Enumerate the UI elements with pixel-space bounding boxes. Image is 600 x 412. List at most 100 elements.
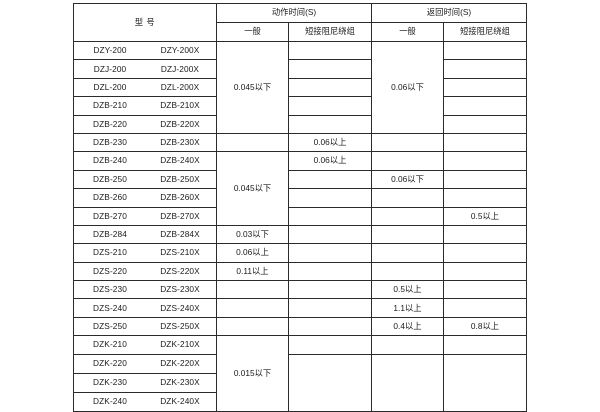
model-code-primary: DZK-240 bbox=[93, 396, 127, 407]
model-cell: DZY-200 DZY-200X bbox=[73, 40, 217, 61]
action-damped-cell bbox=[288, 298, 372, 318]
model-cell: DZS-240 DZS-240X bbox=[73, 298, 217, 318]
return-damped-cell bbox=[443, 298, 527, 318]
return-general-cell bbox=[371, 151, 444, 171]
return-general-cell: 1.1以上 bbox=[371, 298, 444, 318]
action-damped-cell: 0.06以上 bbox=[288, 151, 372, 171]
model-code-primary: DZB-284 bbox=[93, 229, 127, 240]
return-damped-cell bbox=[443, 169, 527, 190]
return-damped-cell bbox=[443, 114, 527, 134]
table-row: DZK-210 DZK-210X 0.015以下 bbox=[73, 335, 527, 412]
model-code-variant: DZJ-200X bbox=[160, 63, 200, 74]
header-return-time: 返回时间(S) bbox=[371, 3, 527, 23]
model-code-variant: DZK-240X bbox=[160, 396, 200, 407]
action-damped-cell bbox=[288, 188, 372, 208]
model-code-variant: DZB-210X bbox=[160, 100, 200, 111]
return-general-cell: 0.06以下 bbox=[371, 41, 444, 134]
table-row: DZB-270 DZB-270X 0.5以上 bbox=[73, 206, 527, 226]
table-row: DZS-210 DZS-210X 0.06以上 bbox=[73, 243, 527, 263]
action-general-cell: 0.015以下 bbox=[216, 335, 289, 412]
model-code-primary: DZB-250 bbox=[93, 173, 127, 184]
model-code-primary: DZS-230 bbox=[93, 284, 127, 295]
return-general-cell: 0.5以上 bbox=[371, 280, 444, 300]
table-row: DZK-220 DZK-220X bbox=[73, 353, 527, 412]
model-cell: DZB-220 DZB-220X bbox=[73, 114, 217, 134]
return-general-cell bbox=[371, 206, 444, 226]
action-damped-cell bbox=[288, 206, 372, 226]
return-damped-cell bbox=[443, 96, 527, 116]
model-code-primary: DZL-200 bbox=[93, 81, 127, 92]
model-code-variant: DZB-284X bbox=[160, 229, 200, 240]
action-general-cell: 0.045以下 bbox=[216, 151, 289, 226]
return-general-cell bbox=[371, 353, 444, 412]
document-page: 型 号 动作时间(S) 返回时间(S) 一般 短接阻尼绕组 一般 短接阻尼绕组 … bbox=[73, 3, 527, 412]
return-damped-cell bbox=[443, 261, 527, 282]
return-general-cell bbox=[371, 261, 444, 282]
header-return-general: 一般 bbox=[371, 22, 444, 42]
table-row: DZY-200 DZY-200X 0.045以下 0.06以下 bbox=[73, 40, 527, 134]
table-row: DZB-230 DZB-230X 0.06以上 bbox=[73, 132, 527, 153]
table-row: DZB-284 DZB-284X 0.03以下 bbox=[73, 224, 527, 245]
return-damped-cell: 0.5以上 bbox=[443, 206, 527, 226]
model-cell: DZB-260 DZB-260X bbox=[73, 188, 217, 208]
model-cell: DZB-284 DZB-284X bbox=[73, 224, 217, 245]
action-general-cell bbox=[216, 280, 289, 300]
model-cell: DZS-220 DZS-220X bbox=[73, 261, 217, 282]
return-general-cell: 0.4以上 bbox=[371, 316, 444, 337]
model-code-primary: DZY-200 bbox=[93, 45, 127, 56]
model-cell: DZK-240 DZK-240X bbox=[73, 391, 217, 412]
return-damped-cell bbox=[443, 77, 527, 98]
action-general-cell: 0.045以下 bbox=[216, 41, 289, 134]
table-row: DZB-210 DZB-210X bbox=[73, 96, 527, 116]
return-damped-cell bbox=[443, 224, 527, 245]
header-action-time: 动作时间(S) bbox=[216, 3, 372, 23]
header-action-damped: 短接阻尼绕组 bbox=[288, 22, 372, 42]
table-row: DZS-220 DZS-220X 0.11以上 bbox=[73, 261, 527, 282]
action-damped-cell bbox=[288, 335, 372, 355]
action-damped-cell bbox=[288, 114, 372, 134]
model-code-primary: DZK-220 bbox=[93, 358, 127, 369]
model-code-primary: DZS-220 bbox=[93, 265, 127, 276]
model-code-variant: DZS-210X bbox=[160, 247, 200, 258]
model-cell: DZS-210 DZS-210X bbox=[73, 243, 217, 263]
model-code-variant: DZS-240X bbox=[160, 302, 200, 313]
model-code-primary: DZB-270 bbox=[93, 210, 127, 221]
table-row: DZB-260 DZB-260X bbox=[73, 188, 527, 208]
action-general-cell bbox=[216, 298, 289, 318]
table-row: DZB-250 DZB-250X 0.06以下 bbox=[73, 169, 527, 190]
model-code-primary: DZB-260 bbox=[93, 192, 127, 203]
return-damped-cell bbox=[443, 280, 527, 300]
model-code-variant: DZS-250X bbox=[160, 320, 200, 331]
model-code-primary: DZB-220 bbox=[93, 118, 127, 129]
table-row: DZS-240 DZS-240X 1.1以上 bbox=[73, 298, 527, 318]
table-row: DZB-240 DZB-240X 0.045以下 0.06以上 bbox=[73, 151, 527, 226]
model-code-variant: DZB-250X bbox=[160, 173, 200, 184]
model-code-primary: DZK-210 bbox=[93, 339, 127, 350]
model-code-variant: DZY-200X bbox=[160, 45, 200, 56]
model-code-primary: DZB-230 bbox=[93, 137, 127, 148]
model-code-variant: DZK-220X bbox=[160, 358, 200, 369]
table-header-row-sub: 一般 短接阻尼绕组 一般 短接阻尼绕组 bbox=[74, 22, 527, 42]
model-cell: DZS-230 DZS-230X bbox=[73, 280, 217, 300]
return-general-cell bbox=[371, 132, 444, 153]
action-general-cell bbox=[216, 132, 289, 153]
action-damped-cell bbox=[288, 224, 372, 245]
model-cell: DZB-240 DZB-240X bbox=[73, 151, 217, 171]
model-code-variant: DZS-220X bbox=[160, 265, 200, 276]
return-general-cell bbox=[371, 243, 444, 263]
relay-timing-table: 型 号 动作时间(S) 返回时间(S) 一般 短接阻尼绕组 一般 短接阻尼绕组 … bbox=[73, 3, 527, 412]
header-model: 型 号 bbox=[73, 3, 217, 42]
model-code-variant: DZB-230X bbox=[160, 137, 200, 148]
model-code-primary: DZJ-200 bbox=[93, 63, 127, 74]
model-cell: DZJ-200 DZJ-200X bbox=[73, 59, 217, 79]
return-damped-cell bbox=[443, 243, 527, 263]
action-general-cell bbox=[216, 316, 289, 337]
model-cell: DZB-250 DZB-250X bbox=[73, 169, 217, 190]
action-damped-cell bbox=[288, 77, 372, 98]
model-cell: DZK-230 DZK-230X bbox=[73, 372, 217, 393]
return-damped-cell bbox=[443, 188, 527, 208]
table-row: DZS-230 DZS-230X 0.5以上 bbox=[73, 280, 527, 300]
model-cell: DZB-210 DZB-210X bbox=[73, 96, 217, 116]
return-general-cell bbox=[371, 224, 444, 245]
model-code-variant: DZK-210X bbox=[160, 339, 200, 350]
